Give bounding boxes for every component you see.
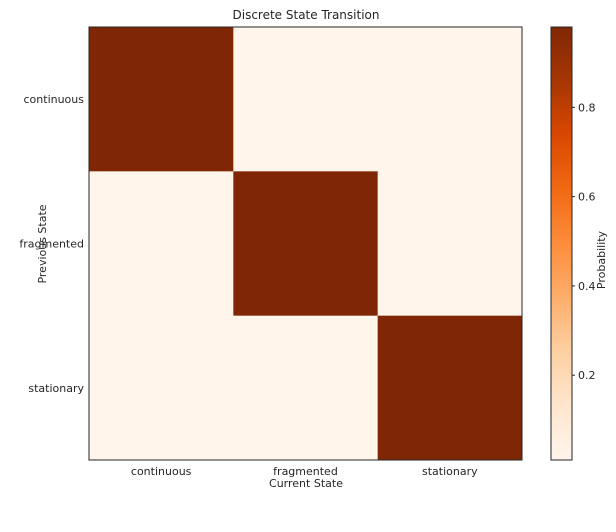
heatmap-cell	[377, 171, 523, 317]
x-axis-label: Current State	[269, 477, 343, 490]
y-tick-label: stationary	[28, 382, 84, 395]
y-tick-label: fragmented	[19, 238, 84, 251]
y-tick-label: continuous	[24, 93, 85, 106]
chart-title: Discrete State Transition	[233, 8, 380, 22]
x-tick-label: continuous	[131, 465, 192, 478]
heatmap-cells	[89, 27, 523, 461]
plot-frame	[88, 26, 523, 461]
colorbar-tick-labels: 0.2 0.4 0.6 0.8	[572, 101, 596, 382]
x-tick-label: fragmented	[273, 465, 338, 478]
colorbar	[550, 26, 573, 461]
y-tick-labels: continuous fragmented stationary	[19, 93, 84, 395]
heatmap-cell	[233, 27, 379, 172]
heatmap-cell	[89, 27, 234, 172]
colorbar-tick-label: 0.6	[578, 191, 596, 204]
colorbar-tick-label: 0.2	[578, 369, 596, 382]
colorbar-tick-label: 0.8	[578, 101, 596, 114]
heatmap-cell	[233, 171, 379, 317]
heatmap-cell	[89, 315, 234, 461]
heatmap-cell	[377, 315, 523, 461]
colorbar-label: Probability	[595, 230, 608, 289]
colorbar-tick-label: 0.4	[578, 280, 596, 293]
x-tick-labels: continuous fragmented stationary	[131, 465, 478, 478]
y-axis-label: Previous State	[36, 204, 49, 283]
heatmap-cell	[233, 315, 379, 461]
x-tick-label: stationary	[422, 465, 478, 478]
heatmap-cell	[89, 171, 234, 317]
heatmap-cell	[377, 27, 523, 172]
